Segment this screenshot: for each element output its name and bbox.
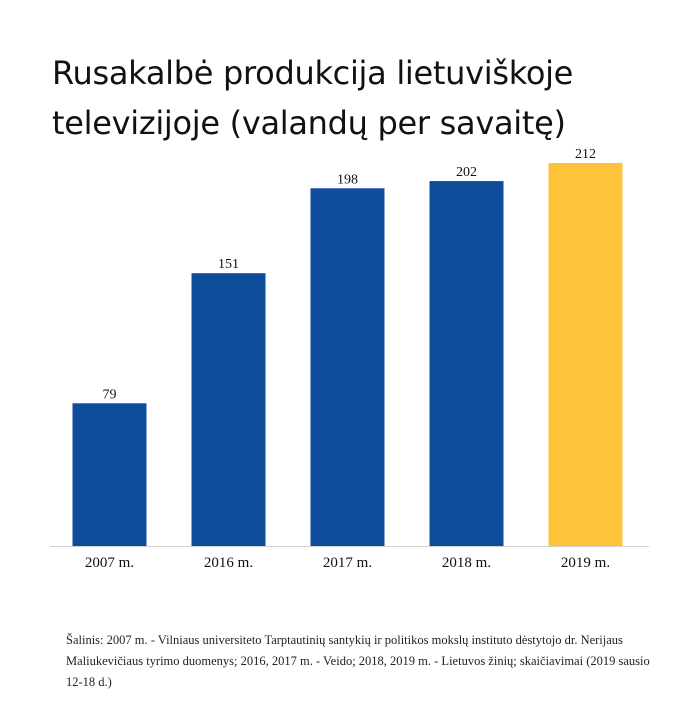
value-label-4: 212 [575, 147, 596, 162]
x-tick-label-2: 2017 m. [323, 555, 372, 571]
x-tick-label-1: 2016 m. [204, 555, 253, 571]
bar-chart: 79 151 198 202 212 2007 m. 2016 m. 2017 m. 2018… [50, 147, 649, 571]
chart-title-line-1: Rusakalbė produkcija lietuviškoje [52, 54, 574, 92]
bar-1 [191, 273, 266, 546]
value-label-3: 202 [456, 165, 477, 180]
chart-title-line-2: televizijoje (valandų per savaitę) [52, 104, 566, 142]
source-note: Šalinis: 2007 m. - Vilniaus universiteto… [66, 633, 650, 689]
chart-title: Rusakalbė produkcija lietuviškoje televi… [52, 48, 672, 148]
value-labels-group: 79 151 198 202 212 [103, 147, 597, 402]
bars-group [72, 163, 623, 546]
x-tick-label-0: 2007 m. [85, 555, 134, 571]
bar-4 [548, 163, 623, 546]
bar-2 [310, 188, 385, 546]
x-tick-label-4: 2019 m. [561, 555, 610, 571]
value-label-0: 79 [103, 387, 117, 402]
tick-labels-group: 2007 m. 2016 m. 2017 m. 2018 m. 2019 m. [85, 555, 610, 571]
value-label-2: 198 [337, 172, 358, 187]
value-label-1: 151 [218, 257, 239, 272]
bar-0 [72, 403, 147, 546]
bar-3 [429, 181, 504, 546]
x-tick-label-3: 2018 m. [442, 555, 491, 571]
